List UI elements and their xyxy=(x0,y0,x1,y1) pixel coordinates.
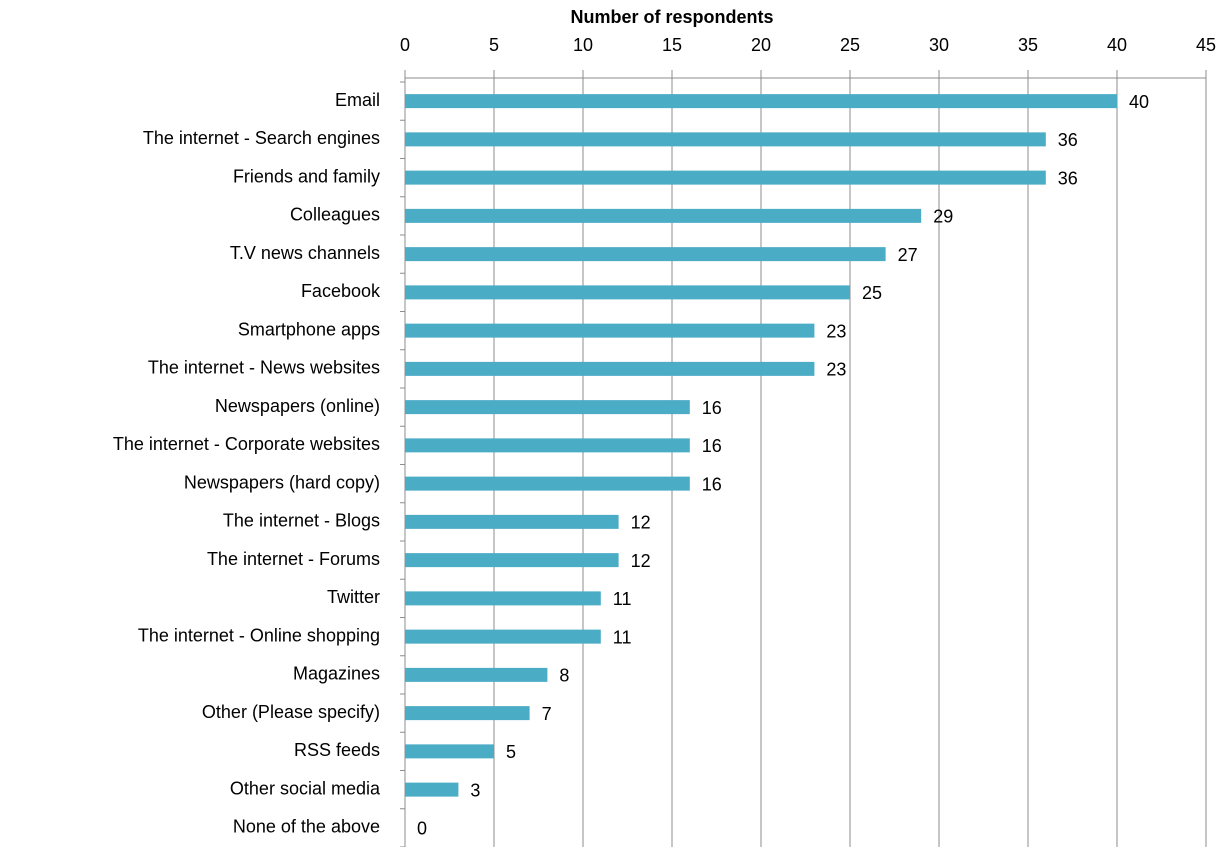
bar xyxy=(405,782,459,797)
data-label: 3 xyxy=(470,780,480,800)
data-label: 8 xyxy=(559,666,569,686)
bar xyxy=(405,514,619,529)
data-label: 12 xyxy=(631,513,651,533)
x-axis-title: Number of respondents xyxy=(570,7,773,27)
y-tick-label: Colleagues xyxy=(290,205,380,225)
y-tick-label: The internet - Search engines xyxy=(143,128,380,148)
y-tick-label: Newspapers (online) xyxy=(215,396,380,416)
data-label: 36 xyxy=(1058,130,1078,150)
x-tick-label: 20 xyxy=(751,35,771,55)
y-tick-label: Facebook xyxy=(301,281,381,301)
bar xyxy=(405,667,548,682)
y-tick-label: Newspapers (hard copy) xyxy=(184,472,380,492)
y-tick-label: Twitter xyxy=(327,587,380,607)
y-tick-label: Smartphone apps xyxy=(238,319,380,339)
bar xyxy=(405,361,815,376)
bar xyxy=(405,170,1046,185)
data-label: 11 xyxy=(613,589,632,609)
x-tick-label: 30 xyxy=(929,35,949,55)
data-label: 23 xyxy=(826,321,846,341)
bar xyxy=(405,94,1117,109)
data-label: 12 xyxy=(631,551,651,571)
bar xyxy=(405,553,619,568)
y-tick-label: The internet - Online shopping xyxy=(138,625,380,645)
data-label: 23 xyxy=(826,360,846,380)
data-label: 29 xyxy=(933,207,953,227)
bar xyxy=(405,591,601,606)
data-label: 11 xyxy=(613,627,632,647)
y-tick-label: Other social media xyxy=(230,778,381,798)
y-tick-label: Magazines xyxy=(293,664,380,684)
bar xyxy=(405,247,886,262)
data-label: 25 xyxy=(862,283,882,303)
bar xyxy=(405,208,922,223)
y-tick-label: The internet - Blogs xyxy=(223,511,380,531)
y-tick-label: Other (Please specify) xyxy=(202,702,380,722)
y-tick-label: None of the above xyxy=(233,817,380,837)
x-tick-label: 0 xyxy=(400,35,410,55)
x-tick-label: 25 xyxy=(840,35,860,55)
bar xyxy=(405,323,815,338)
bar xyxy=(405,285,850,300)
data-label: 7 xyxy=(542,704,552,724)
data-label: 16 xyxy=(702,436,722,456)
bar xyxy=(405,744,494,759)
y-tick-label: Friends and family xyxy=(233,166,380,186)
x-tick-label: 35 xyxy=(1018,35,1038,55)
data-label: 27 xyxy=(898,245,918,265)
data-label: 36 xyxy=(1058,168,1078,188)
bar xyxy=(405,132,1046,147)
x-tick-label: 5 xyxy=(489,35,499,55)
bar xyxy=(405,706,530,721)
y-tick-label: RSS feeds xyxy=(294,740,380,760)
bar xyxy=(405,476,690,491)
x-tick-label: 40 xyxy=(1107,35,1127,55)
data-label: 16 xyxy=(702,398,722,418)
bar xyxy=(405,400,690,415)
x-tick-label: 45 xyxy=(1196,35,1216,55)
data-label: 40 xyxy=(1129,92,1149,112)
x-tick-label: 15 xyxy=(662,35,682,55)
data-label: 5 xyxy=(506,742,516,762)
data-label: 0 xyxy=(417,819,427,839)
y-tick-label: The internet - News websites xyxy=(148,358,380,378)
y-tick-label: T.V news channels xyxy=(230,243,380,263)
data-label: 16 xyxy=(702,474,722,494)
y-tick-label: The internet - Corporate websites xyxy=(113,434,380,454)
bar xyxy=(405,438,690,453)
x-tick-label: 10 xyxy=(573,35,593,55)
bar xyxy=(405,629,601,644)
y-tick-label: Email xyxy=(335,90,380,110)
y-tick-label: The internet - Forums xyxy=(207,549,380,569)
